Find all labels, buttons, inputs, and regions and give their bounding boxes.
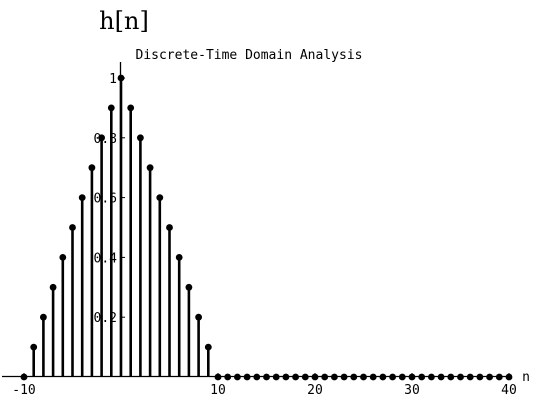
y-tick-label: 0.4 <box>94 251 118 266</box>
x-tick-label: 10 <box>210 383 226 398</box>
data-point <box>98 134 105 142</box>
data-point <box>166 224 173 231</box>
data-point <box>49 283 57 291</box>
x-axis-label: n <box>522 370 530 385</box>
x-tick-label: 40 <box>501 383 517 398</box>
data-point <box>78 194 86 202</box>
data-point <box>127 104 135 112</box>
data-point <box>107 104 115 112</box>
y-tick-label: 0.6 <box>94 192 117 207</box>
data-point <box>88 164 96 172</box>
data-point <box>40 313 47 321</box>
data-point <box>30 343 38 351</box>
chart-title: h[n] <box>99 7 149 35</box>
data-point <box>69 224 76 231</box>
y-tick-label: 0.2 <box>94 311 117 326</box>
data-point <box>146 164 154 172</box>
x-axis-ticks: -10 10 20 30 40 <box>12 373 517 398</box>
data-point <box>137 134 144 142</box>
x-tick-label: -10 <box>12 383 35 398</box>
x-tick-label: 30 <box>404 383 420 398</box>
data-points <box>20 74 513 381</box>
data-point <box>59 254 67 261</box>
data-point <box>175 254 183 261</box>
x-tick-label: 20 <box>307 383 323 398</box>
chart-subtitle: Discrete-Time Domain Analysis <box>136 48 363 63</box>
data-point <box>195 313 203 321</box>
y-tick-label: 0.8 <box>94 132 117 147</box>
data-point <box>185 283 193 291</box>
data-point <box>156 194 164 202</box>
y-tick-label: 1 <box>109 72 117 87</box>
data-point <box>204 343 212 351</box>
